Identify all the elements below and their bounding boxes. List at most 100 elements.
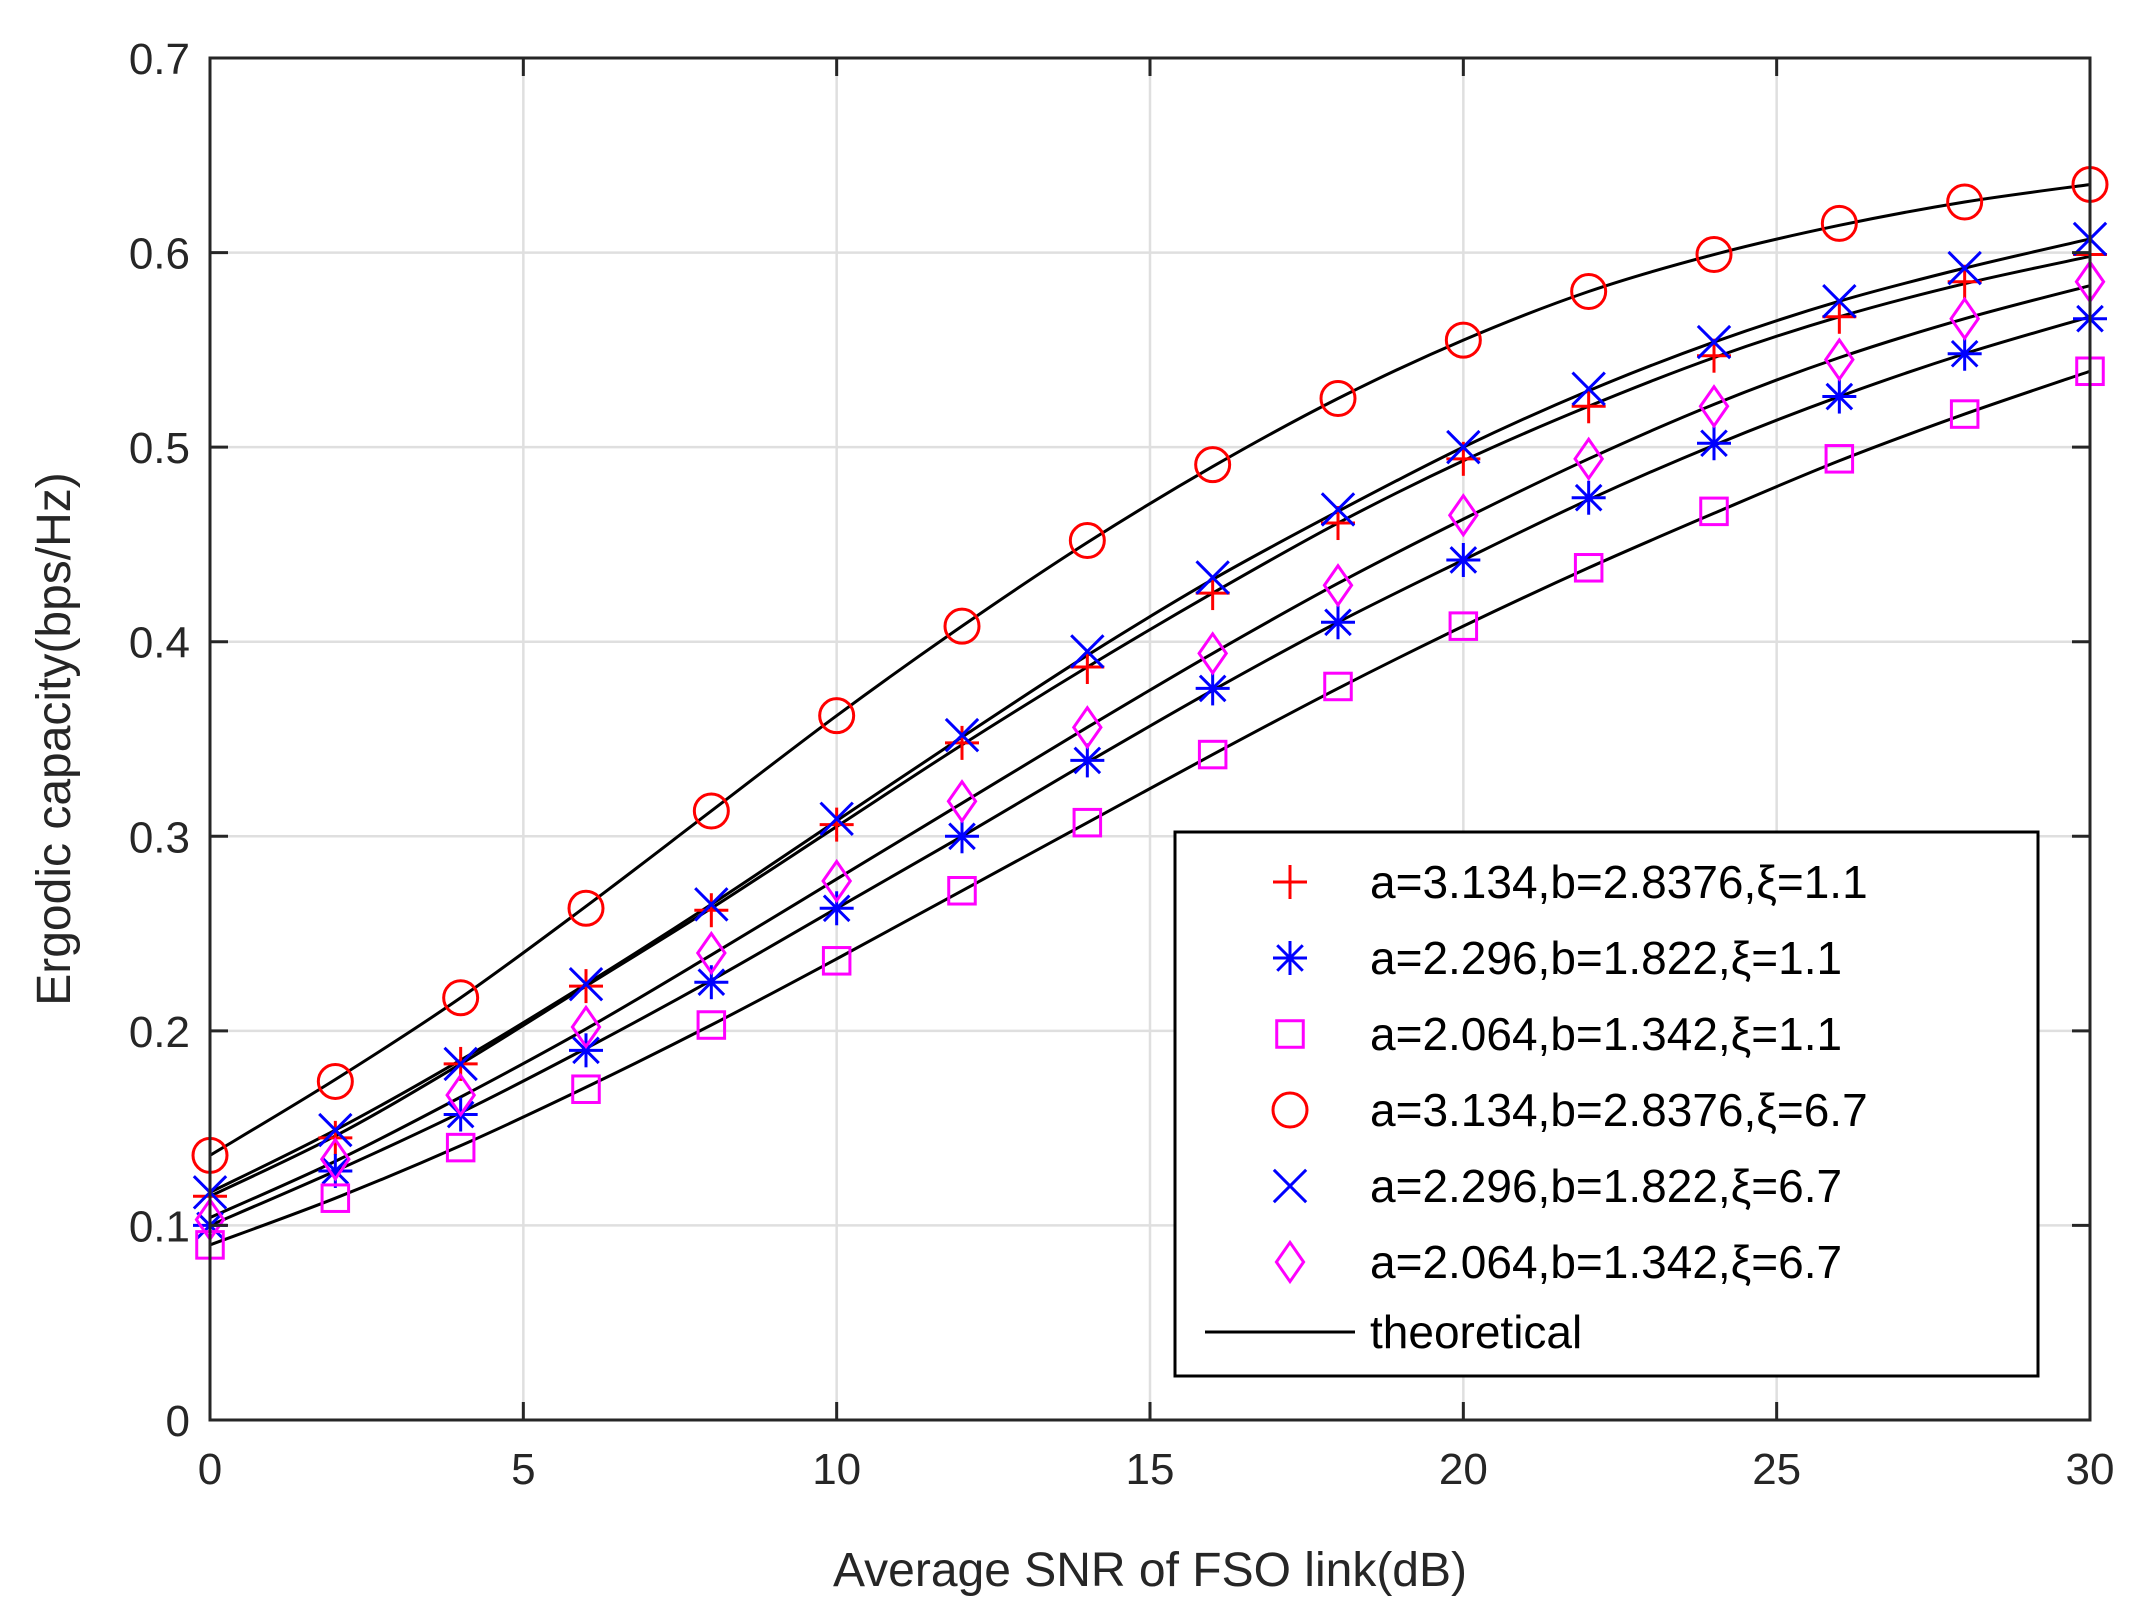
diamond-shape [821,858,853,904]
data-point [1447,493,1479,538]
data-point [947,876,977,906]
legend-label: a=2.296,b=1.822,ξ=1.1 [1370,932,1842,984]
data-point [694,893,729,928]
theoretical-curve [209,182,2091,1157]
legend-label: a=2.064,b=1.342,ξ=1.1 [1370,1008,1842,1060]
cross-stroke [568,966,604,1002]
data-point [1698,384,1730,429]
data-point [1697,338,1731,373]
square-shape [1197,739,1228,770]
x-tick-label: 15 [1126,1445,1175,1494]
axis-ticks: 0 5 10 15 20 25 30 0 0.1 0.2 0.3 0.4 0.5 0.6 0.7 [129,35,2115,1494]
data-point [1321,506,1355,541]
y-axis-label: Ergodic capacity(bps/Hz) [28,472,81,1006]
data-point [443,1046,478,1082]
theoretical-curve [209,369,2091,1247]
circle-shape [1444,321,1482,359]
x-tick-label: 30 [2066,1445,2115,1494]
square-shape [571,1074,601,1104]
square-shape [1323,671,1353,702]
diamond-shape [1322,563,1354,608]
diamond-shape [1197,631,1229,676]
data-point [569,1033,603,1068]
data-point [692,792,730,830]
data-point [1571,389,1606,424]
square-shape [1949,399,1980,429]
data-point [1573,553,1604,583]
asterisk-stroke [1449,546,1478,574]
legend-marker [1274,1239,1306,1285]
cross-stroke [1320,492,1356,527]
data-point [567,889,605,927]
legend-box [1173,830,2040,1378]
data-point [1319,380,1357,417]
y-tick-label: 0.6 [129,230,190,279]
legend-marker [1271,1091,1309,1129]
y-tick-label: 0 [166,1397,190,1446]
circle-shape [442,979,480,1017]
data-point [1947,336,1982,371]
asterisk-stroke [1700,429,1728,458]
data-point [1070,650,1105,685]
square-shape [1448,611,1479,641]
data-point [319,1137,351,1182]
theoretical-curve [209,315,2091,1227]
legend-label: a=3.134,b=2.8376,ξ=6.7 [1370,1084,1868,1136]
circle-shape [943,607,981,645]
cross-stroke [443,1046,478,1082]
cross-stroke [1195,560,1230,595]
data-point [1695,236,1733,274]
data-point [695,930,727,976]
legend-marker [1273,865,1307,899]
y-tick-label: 0.3 [129,813,190,862]
diamond-shape [1949,296,1981,341]
data-point [1822,299,1857,334]
cross-stroke [1571,371,1606,406]
data-point [1823,337,1855,382]
data-point [442,979,480,1017]
data-point [1820,204,1858,242]
asterisk-stroke [1073,746,1102,775]
data-point [1194,446,1232,484]
legend-marker [1272,1168,1308,1204]
square-shape [320,1183,351,1213]
circle-shape [1570,272,1608,310]
data-point [1822,284,1857,319]
data-point [1321,605,1355,640]
data-point [1446,542,1481,577]
circle-shape [316,1062,354,1100]
data-point [1195,671,1230,706]
cross-stroke [819,801,854,836]
data-point [316,1062,354,1100]
data-point [945,725,979,760]
y-tick-label: 0.2 [129,1008,190,1057]
square-shape [445,1132,476,1163]
asterisk-stroke [1825,382,1854,411]
data-point [946,779,978,824]
square-shape [821,946,852,976]
theoretical-curves [209,182,2091,1247]
legend-label: a=3.134,b=2.8376,ξ=1.1 [1370,856,1868,908]
diamond-shape [445,1072,477,1118]
legend-marker [1273,941,1307,975]
circle-shape [1271,1091,1309,1129]
data-point [696,1010,727,1040]
asterisk-stroke [822,894,851,923]
diamond-shape [1823,337,1855,382]
data-point [943,607,981,645]
circle-shape [818,697,856,735]
diamond-shape [695,930,727,976]
theoretical-curve [209,237,2091,1194]
square-shape [947,876,977,906]
diamond-shape [570,1004,602,1050]
data-point [944,717,980,753]
data-point [1195,576,1230,611]
data-point [1195,560,1230,595]
x-tick-label: 25 [1752,1445,1801,1494]
data-point [1070,634,1105,669]
data-point [945,819,979,854]
data-point [1071,705,1103,750]
data-point [1570,272,1608,310]
asterisk-stroke [948,822,976,851]
y-tick-label: 0.5 [129,424,190,473]
